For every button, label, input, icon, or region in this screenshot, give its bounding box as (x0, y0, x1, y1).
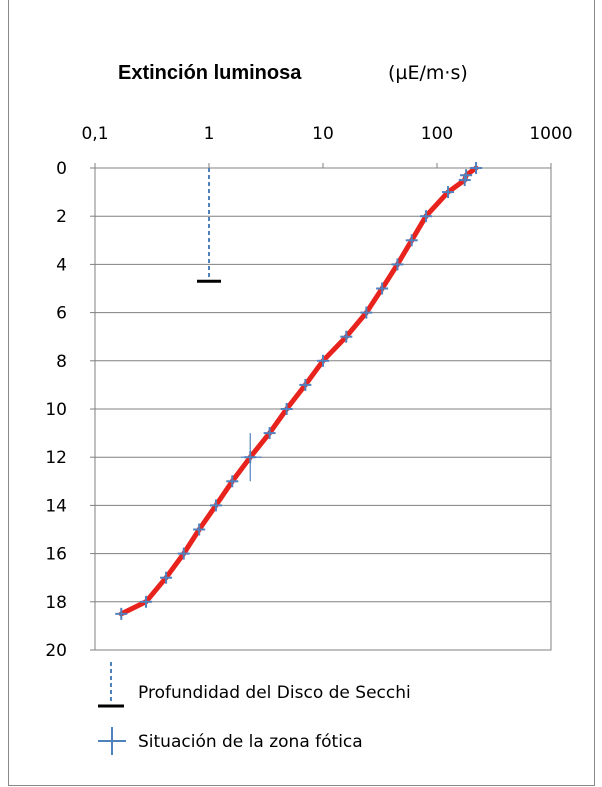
legend-secchi-label: Profundidad del Disco de Secchi (138, 683, 411, 703)
data-point (299, 378, 312, 391)
legend: Profundidad del Disco de Secchi Situación… (98, 662, 411, 755)
x-tick-label: 1000 (529, 124, 572, 144)
extinction-line (118, 165, 479, 617)
data-point (442, 186, 455, 199)
extinction-series (115, 162, 483, 620)
data-point (209, 499, 222, 512)
chart-frame (8, 0, 595, 786)
data-point (226, 475, 239, 488)
data-point (405, 234, 418, 247)
y-tick-label: 0 (56, 159, 67, 179)
data-point (317, 354, 329, 367)
data-point (360, 306, 373, 319)
data-point (193, 523, 206, 536)
chart-title: Extinción luminosa (118, 62, 302, 84)
data-point (340, 330, 353, 343)
x-tick-label: 1 (204, 124, 215, 144)
y-tick-label: 20 (45, 641, 67, 661)
data-point (280, 403, 293, 415)
y-tick-label: 2 (56, 207, 67, 227)
y-tick-label: 8 (56, 352, 67, 372)
y-tick-label: 6 (56, 304, 67, 324)
y-tick-label: 4 (56, 255, 67, 275)
x-tick-label: 100 (421, 124, 453, 144)
y-tick-label: 12 (45, 448, 67, 468)
x-tick-label: 0,1 (81, 124, 108, 144)
y-tick-label: 14 (45, 496, 67, 516)
data-point (470, 162, 483, 174)
y-tick-label: 10 (45, 400, 67, 420)
secchi-series (197, 168, 221, 283)
data-point (244, 451, 257, 464)
axis-ticks: 0 2 4 6 8 10 12 14 16 18 20 0,1 1 10 100 1000 (45, 124, 572, 661)
y-tick-label: 16 (45, 545, 67, 565)
legend-zone-label: Situación de la zona fótica (138, 732, 363, 752)
data-point (160, 571, 173, 584)
grid-lines (90, 163, 552, 651)
data-point (263, 427, 276, 440)
y-tick-label: 18 (45, 593, 67, 613)
data-point (391, 258, 404, 271)
x-tick-label: 10 (312, 124, 334, 144)
data-point (177, 547, 190, 560)
chart-unit: (µE/m·s) (388, 62, 468, 84)
data-point (458, 174, 471, 187)
data-point (376, 282, 389, 295)
data-point (139, 595, 152, 608)
data-point (419, 210, 432, 223)
data-point (115, 607, 128, 620)
